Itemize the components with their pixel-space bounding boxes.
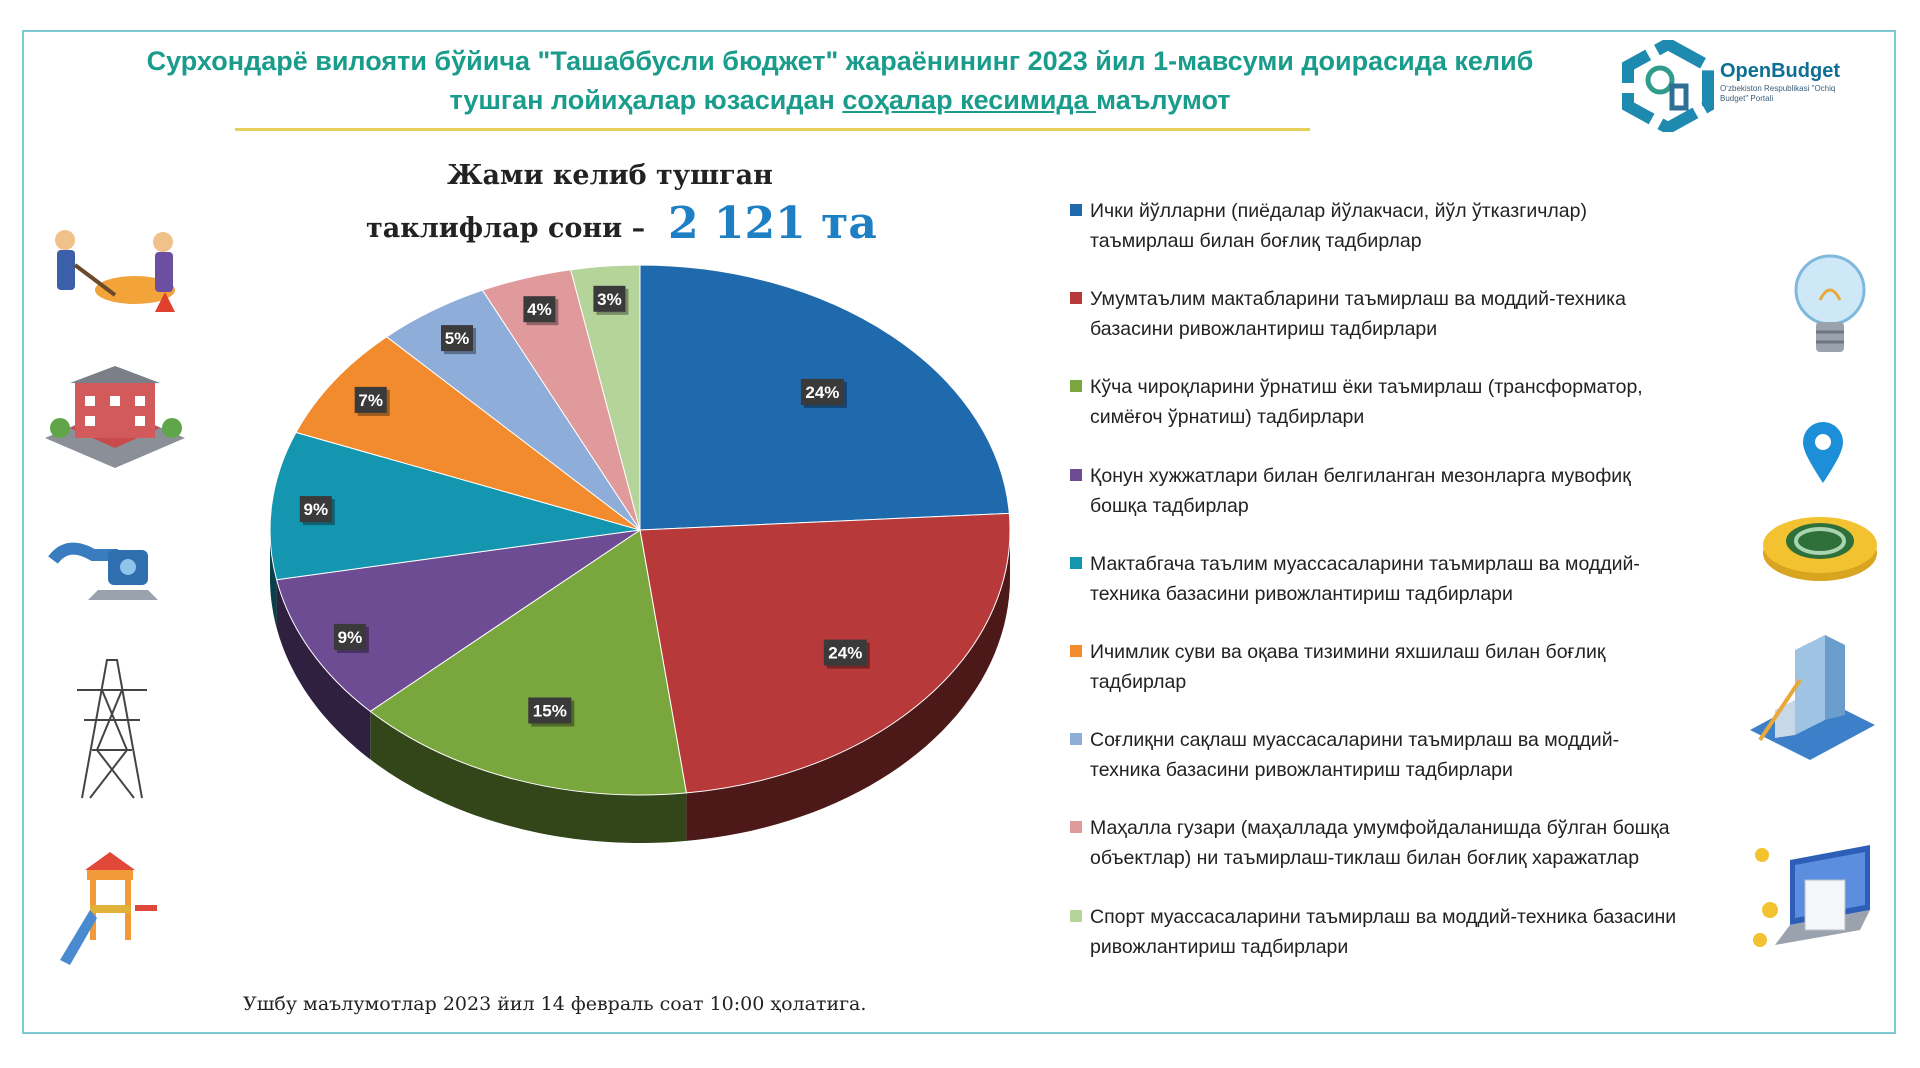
- legend-swatch-1: [1070, 204, 1082, 216]
- legend-label-5: Мактабгача таълим муассасаларини таъмирл…: [1090, 553, 1640, 605]
- pie-side-wall-4: [276, 579, 371, 760]
- data-label-2: 24%: [823, 639, 870, 669]
- data-label-box-2: [823, 639, 867, 666]
- data-label-text-7: 5%: [445, 329, 470, 348]
- data-label-text-9: 3%: [597, 290, 622, 309]
- data-label-text-3: 15%: [533, 702, 567, 721]
- legend-label-1: Ички йўлларни (пиёдалар йўлакчаси, йўл ў…: [1090, 200, 1587, 252]
- legend-label-7: Соғлиқни сақлаш муассасаларини таъмирлаш…: [1090, 729, 1620, 781]
- openbudget-logo-icon: [1622, 37, 1714, 135]
- data-label-text-1: 24%: [805, 383, 839, 402]
- data-label-box-1: [800, 378, 844, 405]
- legend-swatch-8: [1070, 821, 1082, 833]
- pie-side-wall-5: [270, 530, 277, 628]
- pie-slice-6: [295, 336, 641, 531]
- pie-data-labels: 24% 24% 15% 9% 9% 7% 5% 4% 3%: [299, 285, 870, 727]
- data-label-box-7: [441, 325, 473, 352]
- data-label-text-5: 9%: [304, 500, 329, 519]
- pie-slices: [269, 264, 1011, 796]
- data-label-5: 9%: [299, 496, 335, 526]
- title-line-2-highlight: соҳалар кесимида: [842, 85, 1097, 115]
- school-building-icon: [45, 366, 185, 468]
- page-title: Сурхондарё вилояти бўйича "Ташаббусли бю…: [60, 42, 1620, 120]
- pie-chart: 24% 24% 15% 9% 9% 7% 5% 4% 3%: [269, 264, 1011, 843]
- data-label-1: 24%: [800, 378, 847, 408]
- legend-label-6: Ичимлик суви ва оқава тизимини яхшилаш б…: [1090, 641, 1606, 693]
- data-label-text-2: 24%: [828, 644, 862, 663]
- pie-slice-4: [275, 529, 641, 713]
- logo-subtitle: Oʻzbekiston Respublikasi "Ochiq Budget" …: [1720, 84, 1836, 103]
- title-underline: [235, 128, 1310, 131]
- map-pin-icon: [1803, 422, 1843, 483]
- data-label-4: 9%: [333, 623, 369, 653]
- openbudget-logo: OpenBudget Oʻzbekiston Respublikasi "Och…: [1620, 37, 1860, 135]
- logo-name: OpenBudget: [1720, 60, 1840, 82]
- total-label-line-2: таклифлар сони –: [366, 213, 646, 244]
- data-label-6: 7%: [354, 386, 390, 416]
- playground-icon: [60, 852, 157, 965]
- legend-label-8: Маҳалла гузари (маҳаллада умумфойдаланиш…: [1090, 817, 1670, 869]
- legend-swatch-9: [1070, 910, 1082, 922]
- water-pump-icon: [48, 542, 158, 600]
- legend-swatch-4: [1070, 469, 1082, 481]
- data-label-box-8: [523, 296, 556, 323]
- title-line-2: тушган лойиҳалар юзасидан соҳалар кесими…: [60, 81, 1620, 120]
- data-label-text-8: 4%: [527, 300, 552, 319]
- data-label-box-3: [528, 697, 572, 724]
- pie-slice-9: [570, 264, 641, 531]
- legend-label-3: Кўча чироқларини ўрнатиш ёки таъмирлаш (…: [1090, 376, 1643, 428]
- legend-label-4: Қонун хужжатлари билан белгиланган мезон…: [1090, 465, 1631, 517]
- pie-side-wall-2: [686, 530, 1010, 841]
- legend-label-2: Умумтаълим мактабларини таъмирлаш ва мод…: [1090, 288, 1626, 340]
- total-label-line-1: Жами келиб тушган: [447, 160, 773, 191]
- pie-slice-3: [369, 529, 687, 796]
- data-label-8: 4%: [523, 296, 559, 326]
- legend-label-9: Спорт муассасаларини таъмирлаш ва моддий…: [1090, 906, 1677, 958]
- total-proposals-value: 2 121 та: [668, 198, 877, 249]
- data-label-box-6: [354, 386, 387, 413]
- footnote: Ушбу маълумотлар 2023 йил 14 февраль соа…: [243, 993, 867, 1015]
- data-label-3: 15%: [528, 697, 575, 727]
- title-line-2-prefix: тушган лойиҳалар юзасидан: [449, 85, 843, 115]
- legend-swatch-3: [1070, 380, 1082, 392]
- legend-swatch-6: [1070, 645, 1082, 657]
- manhole-icon: [1763, 517, 1877, 581]
- legend-swatch-5: [1070, 557, 1082, 569]
- payment-laptop-icon: [1753, 845, 1870, 947]
- pie-slice-5: [269, 431, 641, 581]
- data-label-9: 3%: [593, 285, 629, 315]
- data-label-box-9: [593, 285, 626, 312]
- power-tower-icon: [77, 659, 147, 799]
- pie-side-walls: [270, 530, 1010, 843]
- title-line-1: Сурхондарё вилояти бўйича "Ташаббусли бю…: [146, 46, 1534, 76]
- data-label-box-5: [299, 496, 332, 523]
- title-line-2-suffix: маълумот: [1096, 85, 1231, 115]
- data-label-7: 5%: [441, 325, 476, 355]
- data-label-text-4: 9%: [338, 628, 363, 647]
- legend-swatch-7: [1070, 733, 1082, 745]
- legend-swatch-2: [1070, 292, 1082, 304]
- data-label-text-6: 7%: [358, 391, 383, 410]
- building-blueprint-icon: [1750, 635, 1875, 760]
- road-workers-icon: [55, 230, 175, 312]
- data-label-box-4: [333, 623, 366, 650]
- light-bulb-icon: [1794, 254, 1866, 352]
- pie-side-wall-3: [370, 711, 687, 843]
